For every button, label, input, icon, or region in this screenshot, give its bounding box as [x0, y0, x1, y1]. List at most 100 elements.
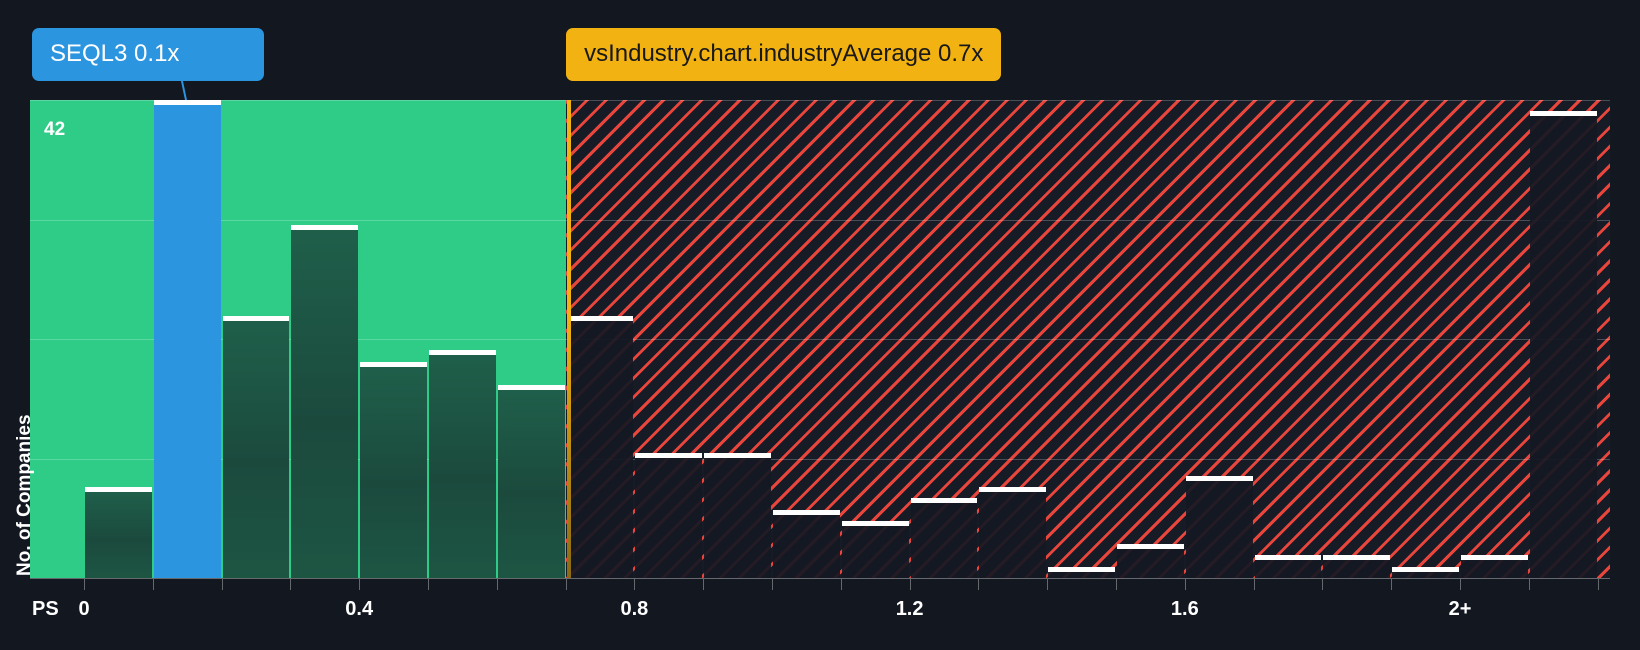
x-axis-label: 0: [78, 598, 90, 620]
bar[interactable]: [1529, 111, 1597, 578]
bar-highlighted[interactable]: [153, 100, 221, 578]
x-axis-tick: [1528, 579, 1530, 590]
bar[interactable]: [1392, 566, 1459, 578]
bar-body: [704, 457, 771, 578]
x-axis-tick: [909, 579, 911, 590]
bar-cap: [566, 316, 634, 322]
x-axis-tick: [84, 579, 85, 590]
bar-cap: [1461, 555, 1528, 561]
bar-cap: [153, 100, 221, 105]
bar-body: [1048, 571, 1115, 578]
x-axis-label: 0.4: [345, 598, 374, 620]
bar-body: [291, 230, 359, 578]
industry-average-callout[interactable]: vsIndustry.chart.industryAverage 0.7x: [566, 28, 1002, 81]
bar-body: [360, 366, 427, 578]
bar[interactable]: [1185, 475, 1253, 578]
bar-cap: [1117, 543, 1184, 549]
plot-area: [30, 100, 1610, 578]
x-axis-tick: [1460, 579, 1461, 590]
bar-body: [1392, 571, 1459, 578]
x-axis-tick: [840, 579, 842, 590]
bar-cap: [773, 509, 840, 515]
bar-cap: [360, 361, 427, 367]
bar-cap: [1254, 555, 1322, 561]
bar-body: [1185, 480, 1253, 578]
bar-body: [1254, 560, 1322, 578]
x-axis-label: 1.6: [1170, 598, 1199, 620]
x-axis-tick: [1253, 579, 1255, 590]
x-axis-label: 0.8: [620, 598, 649, 620]
x-axis-tick: [1597, 579, 1599, 590]
x-axis-line: [30, 578, 1610, 579]
company-callout[interactable]: SEQL3 0.1x: [32, 28, 264, 81]
bar[interactable]: [635, 452, 703, 578]
x-axis-tick: [1116, 579, 1117, 590]
bar-body: [1117, 548, 1184, 578]
bar[interactable]: [910, 498, 978, 578]
bar-body: [1461, 560, 1528, 578]
bar-body: [979, 492, 1047, 578]
bar-cap: [704, 452, 771, 458]
bar[interactable]: [360, 361, 427, 578]
x-axis-tick: [565, 579, 567, 590]
x-axis-tick: [1322, 579, 1324, 590]
x-axis-tick: [1047, 579, 1049, 590]
bar-cap: [85, 487, 152, 492]
bar[interactable]: [222, 316, 290, 578]
bar-cap: [497, 384, 565, 390]
y-max-value: 42: [44, 119, 66, 140]
bar-body: [222, 321, 290, 578]
bar-cap: [979, 487, 1047, 492]
x-axis-tick: [496, 579, 498, 590]
y-axis-title: No. of Companies: [14, 414, 35, 576]
bar[interactable]: [1117, 543, 1184, 578]
x-axis-prefix-label: PS: [32, 598, 59, 620]
x-axis-label: 2+: [1448, 598, 1472, 620]
x-axis-tick: [290, 579, 292, 590]
bar-cap: [1185, 475, 1253, 481]
bar-cap: [1392, 566, 1459, 572]
bar-cap: [635, 452, 703, 458]
bar-cap: [291, 225, 359, 231]
bar-body: [841, 526, 909, 578]
bar[interactable]: [85, 487, 152, 578]
bar-cap: [429, 350, 496, 356]
bar-cap: [1048, 566, 1115, 572]
bar[interactable]: [429, 350, 496, 578]
bar[interactable]: [291, 225, 359, 578]
bar-cap: [1529, 111, 1597, 117]
bar[interactable]: [1461, 555, 1528, 578]
x-axis-tick: [152, 579, 154, 590]
bar-body: [85, 492, 152, 578]
bar-body: [910, 503, 978, 578]
x-axis-tick: [1184, 579, 1186, 590]
bar-body: [566, 321, 634, 578]
bar-cap: [222, 316, 290, 322]
bar[interactable]: [497, 384, 565, 578]
x-axis-label: 1.2: [895, 598, 924, 620]
industry-average-line: [567, 100, 572, 578]
bar-cap: [910, 498, 978, 504]
bar[interactable]: [773, 509, 840, 578]
x-axis-tick: [703, 579, 705, 590]
bar-body: [153, 105, 221, 578]
bar[interactable]: [704, 452, 771, 578]
bar-body: [497, 389, 565, 578]
x-axis-tick: [221, 579, 223, 590]
bar-body: [429, 355, 496, 578]
bar[interactable]: [841, 521, 909, 578]
x-axis-tick: [978, 579, 980, 590]
bar[interactable]: [566, 316, 634, 578]
x-axis-tick: [1391, 579, 1393, 590]
x-axis-tick: [772, 579, 773, 590]
bar-body: [1529, 116, 1597, 578]
bar-cap: [1323, 555, 1391, 561]
above-average-zone: [566, 100, 1610, 578]
bar[interactable]: [979, 487, 1047, 578]
bar[interactable]: [1254, 555, 1322, 578]
company-callout-pointer: [180, 78, 188, 100]
bar[interactable]: [1323, 555, 1391, 578]
bar[interactable]: [1048, 566, 1115, 578]
x-axis-tick: [428, 579, 429, 590]
